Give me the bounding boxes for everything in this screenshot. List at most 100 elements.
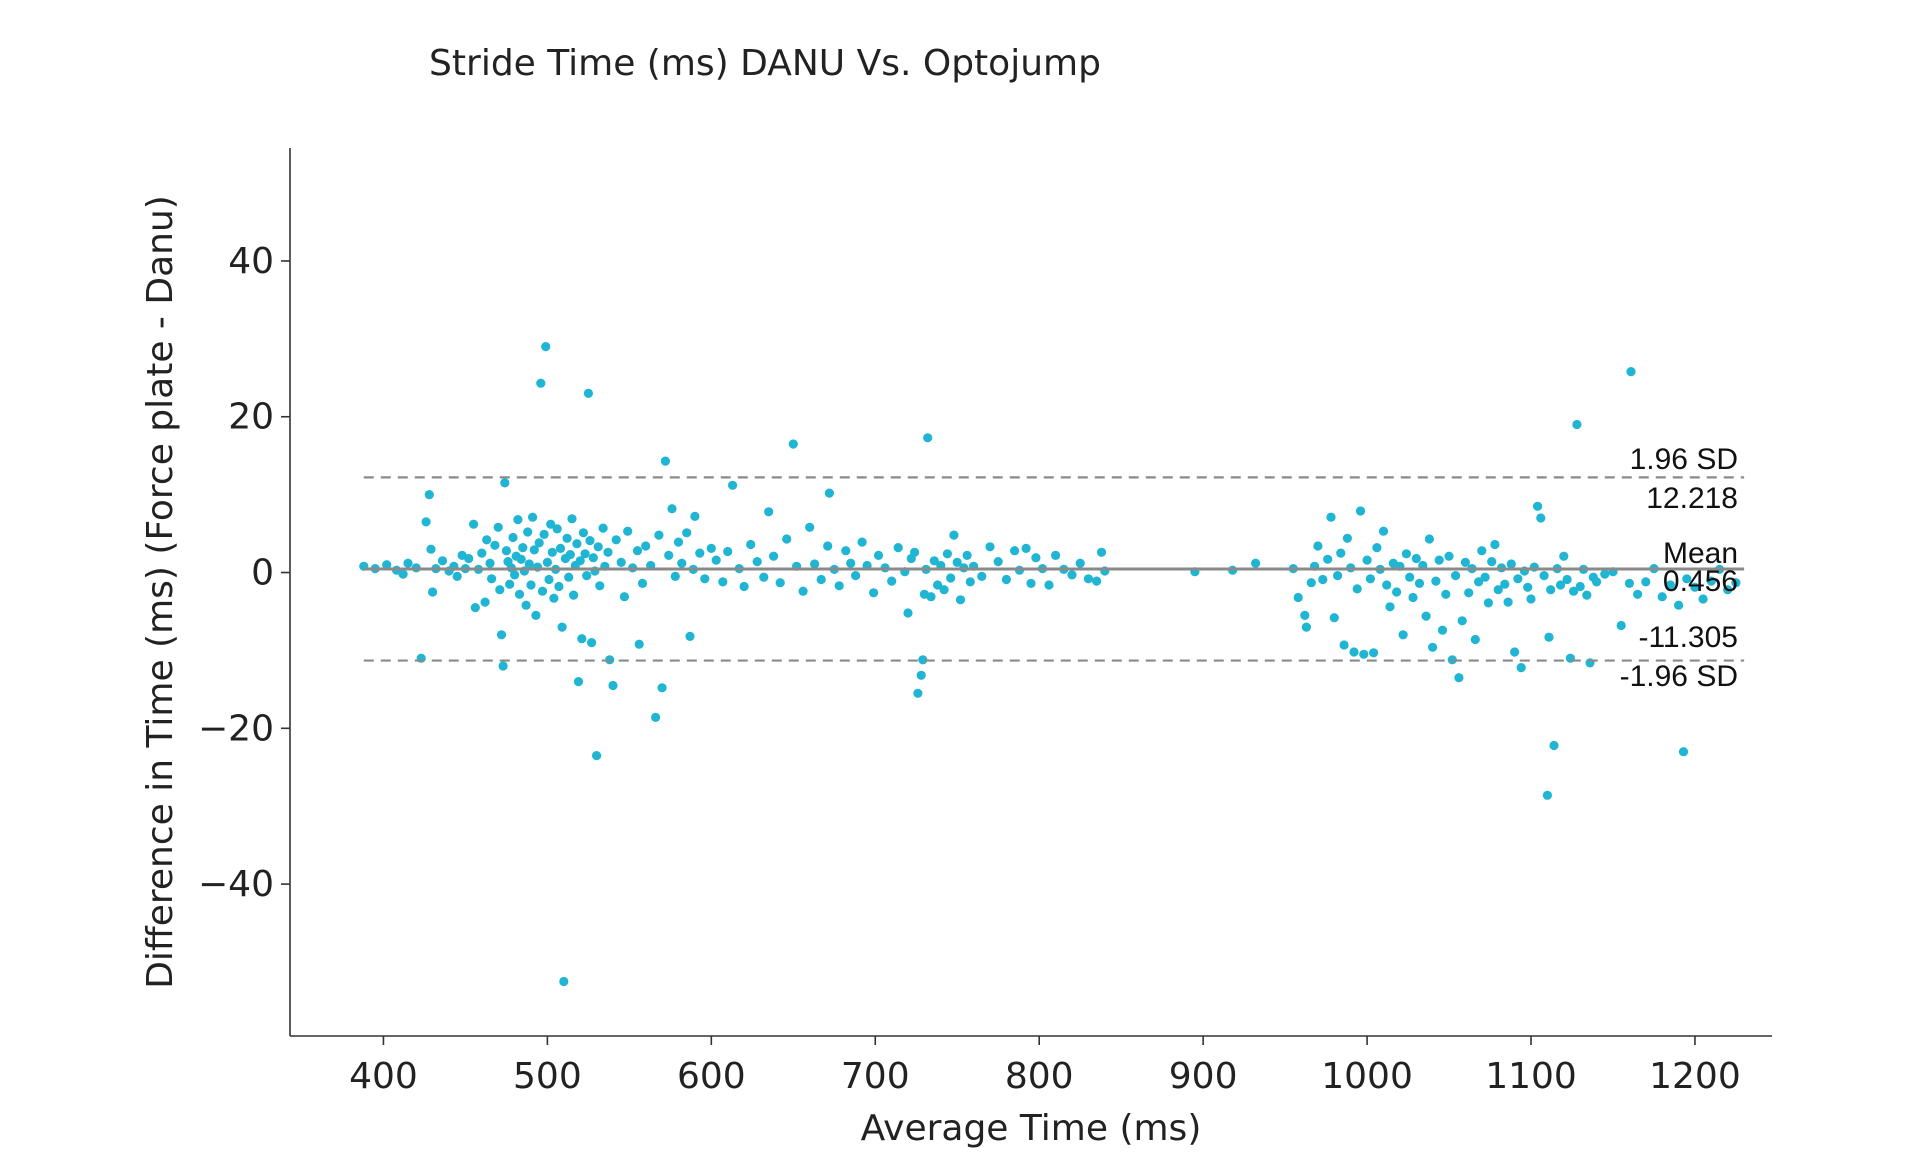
data-point-172 bbox=[946, 573, 956, 583]
data-point-233 bbox=[1398, 630, 1408, 640]
data-point-39 bbox=[509, 570, 520, 580]
data-point-252 bbox=[1460, 557, 1470, 568]
data-point-13 bbox=[437, 556, 448, 566]
data-point-43 bbox=[516, 554, 526, 564]
x-tick-label-400: 400 bbox=[349, 1056, 418, 1097]
data-point-108 bbox=[654, 530, 664, 540]
data-point-135 bbox=[782, 534, 792, 544]
data-point-62 bbox=[547, 547, 557, 557]
data-point-293 bbox=[1592, 577, 1602, 587]
data-point-73 bbox=[565, 550, 575, 560]
data-point-49 bbox=[526, 580, 536, 590]
data-point-83 bbox=[582, 571, 592, 581]
lower-line-label: -1.96 SD bbox=[1620, 660, 1738, 693]
data-point-309 bbox=[1706, 576, 1716, 586]
data-point-265 bbox=[1503, 597, 1513, 607]
data-point-136 bbox=[788, 439, 798, 449]
data-point-112 bbox=[667, 504, 677, 514]
data-point-134 bbox=[775, 578, 785, 588]
data-point-140 bbox=[810, 559, 820, 569]
data-point-271 bbox=[1523, 582, 1533, 592]
data-point-52 bbox=[531, 610, 541, 621]
data-point-72 bbox=[564, 572, 574, 582]
data-point-4 bbox=[398, 569, 408, 579]
data-point-47 bbox=[523, 527, 533, 537]
data-point-234 bbox=[1401, 549, 1411, 559]
data-point-103 bbox=[634, 639, 644, 649]
data-point-119 bbox=[690, 511, 700, 521]
data-point-193 bbox=[1067, 570, 1077, 580]
y-tick-label-0: 0 bbox=[251, 553, 274, 594]
data-point-26 bbox=[485, 558, 495, 568]
x-tick-label-600: 600 bbox=[677, 1056, 746, 1097]
data-point-194 bbox=[1075, 558, 1085, 568]
data-point-71 bbox=[562, 533, 572, 543]
data-point-181 bbox=[985, 542, 995, 552]
data-point-206 bbox=[1306, 578, 1316, 588]
data-point-267 bbox=[1510, 647, 1520, 657]
data-point-225 bbox=[1372, 543, 1382, 553]
x-axis-label: Average Time (ms) bbox=[861, 1108, 1202, 1149]
line-annotations: 1.96 SD 12.218 Mean 0.456 -11.305 -1.96 … bbox=[1620, 443, 1738, 693]
data-point-304 bbox=[1674, 600, 1684, 610]
data-point-54 bbox=[534, 538, 544, 548]
data-point-283 bbox=[1559, 551, 1569, 561]
data-point-124 bbox=[718, 577, 728, 587]
data-point-25 bbox=[482, 535, 492, 545]
data-point-162 bbox=[918, 655, 928, 665]
data-point-294 bbox=[1600, 569, 1610, 579]
data-point-19 bbox=[464, 553, 474, 564]
data-point-307 bbox=[1690, 582, 1700, 592]
data-point-130 bbox=[752, 557, 762, 567]
data-point-99 bbox=[619, 592, 630, 602]
x-tick-label-900: 900 bbox=[1169, 1056, 1238, 1097]
data-point-96 bbox=[608, 680, 618, 691]
data-point-147 bbox=[846, 558, 856, 568]
data-point-57 bbox=[539, 529, 549, 540]
data-point-63 bbox=[549, 593, 559, 603]
data-point-132 bbox=[764, 507, 774, 517]
data-point-297 bbox=[1624, 578, 1634, 589]
reference-lines bbox=[363, 476, 1745, 662]
data-point-98 bbox=[616, 557, 626, 568]
data-point-89 bbox=[592, 751, 602, 761]
data-point-241 bbox=[1424, 534, 1434, 544]
data-point-97 bbox=[611, 535, 621, 545]
data-point-302 bbox=[1657, 592, 1667, 602]
data-point-42 bbox=[514, 589, 525, 599]
data-point-260 bbox=[1487, 557, 1497, 567]
data-point-115 bbox=[677, 558, 687, 568]
data-point-91 bbox=[595, 581, 605, 591]
data-point-216 bbox=[1342, 533, 1352, 543]
data-point-21 bbox=[470, 603, 480, 613]
data-point-66 bbox=[554, 581, 564, 592]
mean-line-value: 0.456 bbox=[1663, 565, 1738, 598]
data-point-272 bbox=[1526, 594, 1536, 604]
data-point-30 bbox=[495, 585, 505, 595]
data-point-290 bbox=[1582, 590, 1592, 600]
data-point-90 bbox=[593, 542, 603, 552]
data-point-145 bbox=[834, 581, 844, 591]
data-point-110 bbox=[660, 456, 671, 466]
data-point-29 bbox=[493, 522, 503, 532]
data-point-186 bbox=[1021, 543, 1031, 554]
data-point-151 bbox=[869, 588, 879, 598]
data-point-85 bbox=[585, 536, 595, 546]
data-point-256 bbox=[1474, 577, 1484, 587]
data-point-125 bbox=[723, 546, 733, 557]
data-point-278 bbox=[1544, 632, 1554, 642]
data-point-220 bbox=[1355, 506, 1366, 516]
data-point-56 bbox=[537, 586, 548, 596]
data-point-237 bbox=[1411, 553, 1421, 564]
data-point-161 bbox=[916, 670, 926, 680]
data-point-129 bbox=[746, 539, 756, 550]
upper-line-value: 12.218 bbox=[1646, 482, 1738, 515]
data-point-114 bbox=[673, 537, 684, 547]
x-tick-label-800: 800 bbox=[1005, 1056, 1074, 1097]
data-point-244 bbox=[1434, 555, 1444, 565]
data-point-269 bbox=[1516, 663, 1526, 673]
x-tick-label-700: 700 bbox=[841, 1056, 910, 1097]
data-point-31 bbox=[496, 630, 507, 640]
data-point-201 bbox=[1251, 558, 1261, 568]
data-point-46 bbox=[521, 600, 531, 610]
